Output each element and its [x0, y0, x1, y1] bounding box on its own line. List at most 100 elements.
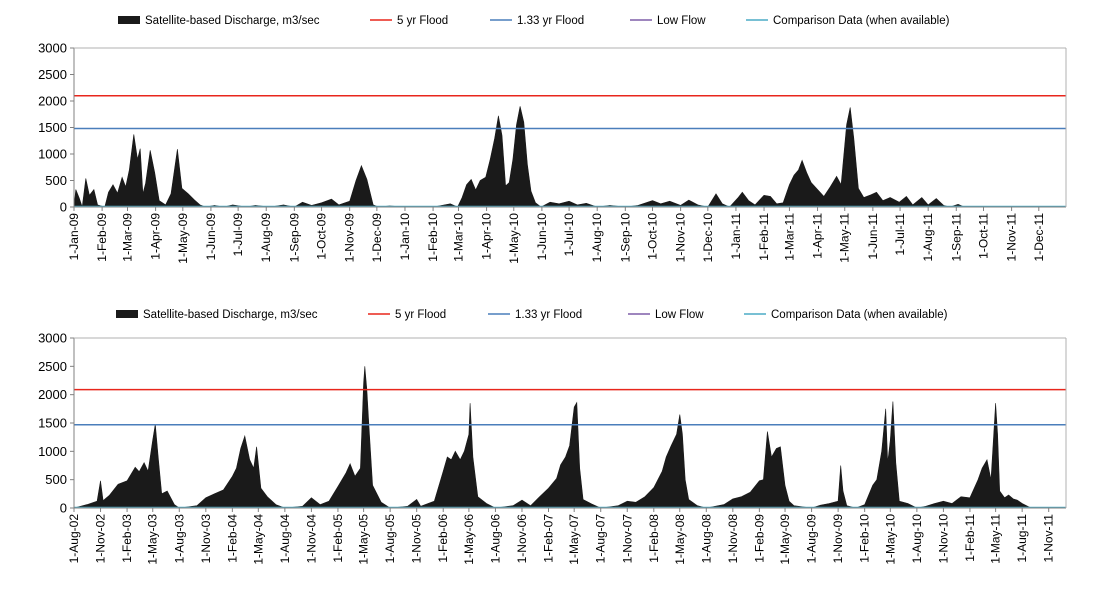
x-tick-label: 1-Sep-10 — [618, 213, 632, 263]
x-tick-label: 1-Mar-09 — [121, 213, 135, 262]
legend-label: Satellite-based Discharge, m3/sec — [145, 15, 320, 27]
x-tick-label: 1-May-05 — [357, 514, 371, 565]
legend-label: Comparison Data (when available) — [771, 309, 948, 321]
x-tick-label: 1-Feb-07 — [542, 514, 556, 563]
legend-label: Low Flow — [657, 15, 706, 27]
x-tick-label: 1-Jan-11 — [729, 213, 743, 260]
x-tick-label: 1-Nov-10 — [674, 213, 688, 263]
x-tick-label: 1-Aug-09 — [259, 213, 273, 263]
x-tick-label: 1-May-09 — [176, 213, 190, 264]
x-tick-label: 1-Feb-08 — [647, 514, 661, 563]
discharge-area — [73, 366, 1066, 509]
y-tick-label: 2500 — [38, 359, 67, 374]
x-tick-label: 1-Nov-11 — [1042, 514, 1056, 563]
y-tick-label: 3000 — [38, 331, 67, 346]
x-tick-label: 1-Aug-08 — [699, 514, 713, 564]
x-tick-label: 1-Jan-09 — [67, 213, 81, 261]
x-tick-label: 1-May-04 — [251, 514, 265, 565]
x-tick-label: 1-Aug-02 — [67, 514, 81, 564]
x-tick-label: 1-Aug-03 — [172, 514, 186, 564]
x-tick-label: 1-May-11 — [989, 514, 1003, 564]
x-tick-label: 1-Feb-09 — [752, 514, 766, 563]
x-tick-label: 1-Feb-05 — [331, 514, 345, 563]
x-tick-label: 1-Apr-11 — [811, 213, 825, 259]
y-tick-label: 0 — [60, 200, 67, 215]
x-tick-label: 1-May-08 — [673, 514, 687, 565]
x-tick-label: 1-Jun-09 — [204, 213, 218, 261]
x-tick-label: 1-Aug-10 — [910, 514, 924, 564]
y-tick-label: 2500 — [38, 67, 67, 82]
x-tick-label: 1-Aug-05 — [383, 514, 397, 564]
legend-swatch-discharge — [118, 16, 140, 24]
legend-label: Low Flow — [655, 309, 704, 321]
legend-swatch-discharge — [116, 310, 138, 318]
x-tick-label: 1-Apr-09 — [149, 213, 163, 260]
x-tick-label: 1-Mar-10 — [452, 213, 466, 262]
x-tick-label: 1-Jun-10 — [535, 213, 549, 261]
x-tick-label: 1-Feb-04 — [225, 514, 239, 563]
chart-panel-2: Satellite-based Discharge, m3/sec 5 yr Fl… — [38, 309, 1067, 565]
x-tick-label: 1-Oct-11 — [977, 213, 991, 259]
x-tick-label: 1-Nov-08 — [726, 514, 740, 564]
x-tick-label: 1-Nov-11 — [1005, 213, 1019, 262]
x-tick-label: 1-Nov-09 — [343, 213, 357, 263]
x-tick-label: 1-Jan-10 — [398, 213, 412, 261]
legend-label: 1.33 yr Flood — [515, 309, 582, 321]
x-tick-label: 1-Oct-10 — [646, 213, 660, 260]
x-tick-label: 1-Feb-11 — [757, 213, 771, 261]
x-tick-label: 1-Dec-09 — [370, 213, 384, 263]
x-tick-label: 1-Feb-09 — [95, 213, 109, 262]
x-tick-label: 1-May-06 — [462, 514, 476, 565]
x-tick-label: 1-Nov-07 — [620, 514, 634, 564]
x-tick-label: 1-Sep-11 — [949, 213, 963, 262]
x-tick-label: 1-Jul-09 — [231, 213, 245, 257]
y-tick-label: 3000 — [38, 41, 67, 56]
x-tick-label: 1-Nov-06 — [515, 514, 529, 564]
y-tick-label: 1000 — [38, 147, 67, 162]
x-tick-label: 1-May-10 — [883, 514, 897, 565]
x-tick-label: 1-Jul-11 — [893, 213, 907, 256]
x-tick-label: 1-Aug-11 — [921, 213, 935, 262]
legend-label: 5 yr Flood — [397, 15, 448, 27]
x-tick-label: 1-Nov-10 — [936, 514, 950, 564]
x-tick-label: 1-Apr-10 — [480, 213, 494, 260]
y-tick-label: 500 — [45, 173, 67, 188]
x-tick-label: 1-Dec-10 — [701, 213, 715, 263]
x-tick-label: 1-Aug-06 — [488, 514, 502, 564]
x-tick-label: 1-Feb-03 — [120, 514, 134, 563]
x-tick-label: 1-Dec-11 — [1032, 213, 1046, 262]
y-tick-label: 1000 — [38, 444, 67, 459]
x-tick-label: 1-May-07 — [567, 514, 581, 565]
x-tick-label: 1-Sep-09 — [287, 213, 301, 263]
x-tick-label: 1-Aug-10 — [590, 213, 604, 263]
x-tick-label: 1-Aug-07 — [594, 514, 608, 564]
x-tick-label: 1-Nov-09 — [831, 514, 845, 564]
discharge-area — [73, 106, 1066, 208]
x-tick-label: 1-Feb-06 — [436, 514, 450, 563]
y-tick-label: 0 — [60, 501, 67, 516]
legend-label: 5 yr Flood — [395, 309, 446, 321]
x-tick-label: 1-Aug-04 — [278, 514, 292, 564]
y-tick-label: 2000 — [38, 387, 67, 402]
y-tick-label: 500 — [45, 472, 67, 487]
legend-label: Comparison Data (when available) — [773, 15, 950, 27]
legend-label: 1.33 yr Flood — [517, 15, 584, 27]
x-tick-label: 1-May-09 — [778, 514, 792, 565]
y-tick-label: 1500 — [38, 120, 67, 135]
x-tick-label: 1-Aug-09 — [805, 514, 819, 564]
x-tick-label: 1-Nov-02 — [94, 514, 108, 564]
x-tick-label: 1-Nov-04 — [304, 514, 318, 564]
x-tick-label: 1-Mar-11 — [782, 213, 796, 261]
chart-panel-1: Satellite-based Discharge, m3/sec 5 yr Fl… — [38, 15, 1067, 264]
x-tick-label: 1-Nov-03 — [199, 514, 213, 564]
x-tick-label: 1-Aug-11 — [1015, 514, 1029, 563]
y-tick-label: 2000 — [38, 94, 67, 109]
y-tick-label: 1500 — [38, 416, 67, 431]
x-tick-label: 1-Jul-10 — [562, 213, 576, 257]
x-tick-label: 1-Oct-09 — [315, 213, 329, 260]
x-tick-label: 1-May-10 — [507, 213, 521, 264]
x-tick-label: 1-Feb-10 — [426, 213, 440, 262]
x-tick-label: 1-Jun-11 — [866, 213, 880, 260]
legend-label: Satellite-based Discharge, m3/sec — [143, 309, 318, 321]
